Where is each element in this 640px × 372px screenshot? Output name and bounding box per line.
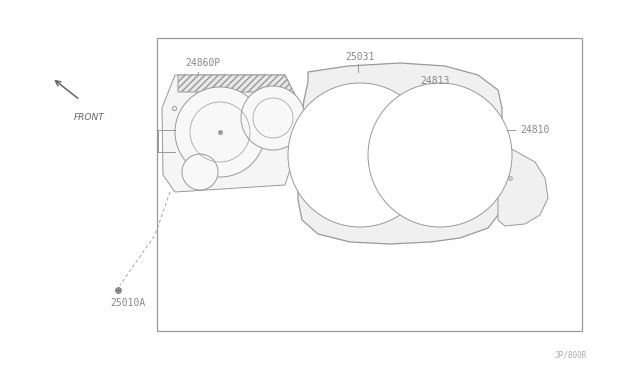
Bar: [157, 38, 582, 331]
Text: FRONT: FRONT: [74, 113, 105, 122]
Polygon shape: [298, 63, 502, 244]
Text: 25031: 25031: [345, 52, 374, 62]
Polygon shape: [162, 75, 298, 192]
Text: JP/800R: JP/800R: [555, 351, 588, 360]
Text: 24860P: 24860P: [185, 58, 220, 68]
Polygon shape: [498, 148, 548, 226]
Polygon shape: [178, 75, 295, 95]
Circle shape: [288, 83, 432, 227]
Circle shape: [241, 86, 305, 150]
Circle shape: [368, 83, 512, 227]
Text: 24810: 24810: [520, 125, 549, 135]
Circle shape: [175, 87, 265, 177]
Circle shape: [182, 154, 218, 190]
Text: 24813: 24813: [420, 76, 449, 86]
Text: 25010A: 25010A: [110, 298, 145, 308]
